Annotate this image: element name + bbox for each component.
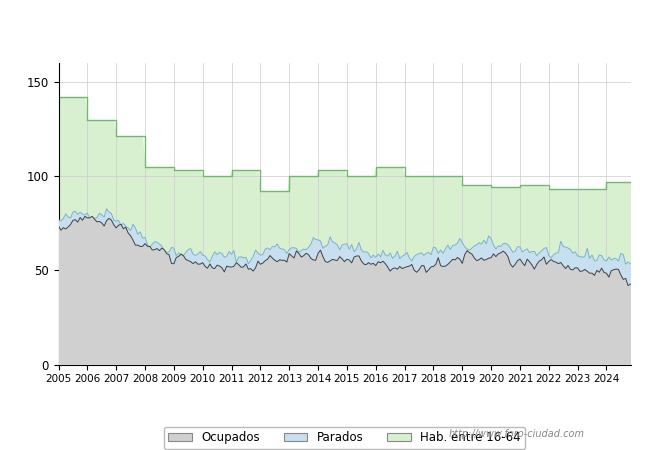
Text: Ladrillar - Evolucion de la poblacion en edad de Trabajar Noviembre de 2024: Ladrillar - Evolucion de la poblacion en…	[70, 22, 580, 35]
Legend: Ocupados, Parados, Hab. entre 16-64: Ocupados, Parados, Hab. entre 16-64	[164, 427, 525, 449]
Text: http://www.foro-ciudad.com: http://www.foro-ciudad.com	[449, 429, 585, 439]
